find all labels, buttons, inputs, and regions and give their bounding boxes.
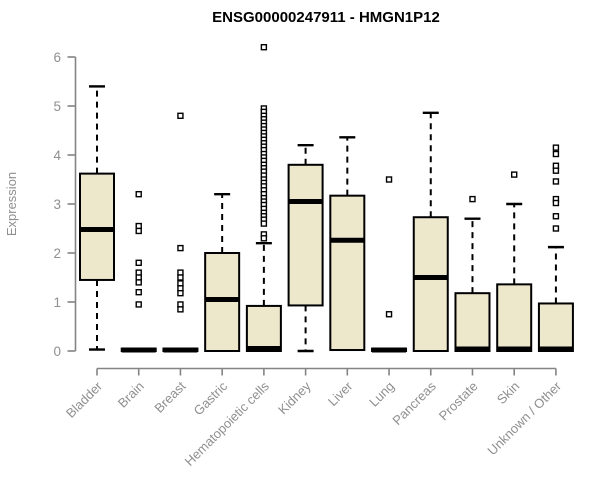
outlier-point xyxy=(552,150,560,158)
x-tick-label: Gastric xyxy=(191,378,231,418)
outlier-point xyxy=(552,167,560,174)
box xyxy=(329,194,366,352)
box xyxy=(412,216,449,352)
y-tick-label: 6 xyxy=(53,50,61,65)
x-tick-label: Unknown / Other xyxy=(484,378,564,458)
x-tick-label: Kidney xyxy=(275,378,314,417)
y-axis-label: Expression xyxy=(4,172,19,236)
outlier-point xyxy=(135,190,142,198)
y-tick-label: 1 xyxy=(53,295,61,310)
y-tick-label: 4 xyxy=(53,148,61,163)
box xyxy=(496,283,533,352)
outlier-point xyxy=(552,225,560,232)
outlier-point xyxy=(511,171,518,178)
outlier-point xyxy=(177,244,184,252)
outlier-point xyxy=(177,289,184,297)
box xyxy=(537,302,574,352)
y-tick-label: 0 xyxy=(53,344,61,359)
outlier-point xyxy=(469,195,476,203)
outlier-point xyxy=(552,213,560,220)
box xyxy=(245,304,282,353)
x-tick-label: Pancreas xyxy=(389,378,439,428)
outlier-point xyxy=(385,176,393,183)
outlier-point xyxy=(135,289,142,296)
x-tick-label: Prostate xyxy=(436,379,481,424)
y-tick-label: 5 xyxy=(53,99,61,114)
outlier-point xyxy=(135,279,142,286)
outlier-point xyxy=(135,259,142,266)
outlier-point xyxy=(135,301,142,308)
outlier-point xyxy=(552,199,560,207)
x-tick-label: Lung xyxy=(366,379,397,410)
outlier-point xyxy=(260,220,268,227)
box xyxy=(287,163,324,307)
chart-title: ENSG00000247911 - HMGN1P12 xyxy=(212,9,440,26)
x-tick-label: Brain xyxy=(115,379,147,411)
box xyxy=(79,172,115,281)
outlier-point xyxy=(552,178,560,185)
outlier-point xyxy=(135,227,142,235)
x-tick-label: Bladder xyxy=(63,378,106,421)
outlier-point xyxy=(177,306,184,313)
outlier-point xyxy=(177,112,184,120)
outlier-point xyxy=(552,144,560,151)
outlier-point xyxy=(260,235,268,242)
outlier-point xyxy=(260,44,268,51)
x-tick-label: Liver xyxy=(325,378,356,409)
y-tick-label: 2 xyxy=(53,246,61,261)
y-tick-label: 3 xyxy=(53,197,61,212)
box xyxy=(454,292,491,352)
outlier-point xyxy=(177,274,184,281)
x-tick-label: Skin xyxy=(494,379,522,407)
x-tick-label: Breast xyxy=(151,378,188,415)
outlier-point xyxy=(385,311,393,318)
